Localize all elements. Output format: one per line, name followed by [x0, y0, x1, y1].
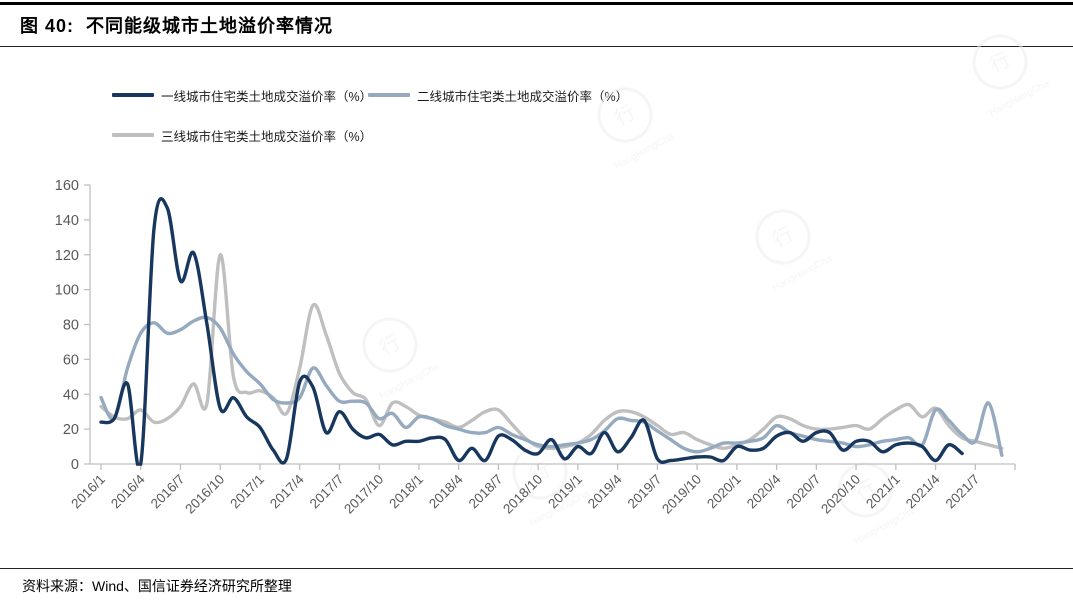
svg-text:20: 20: [63, 422, 79, 438]
svg-text:40: 40: [63, 387, 79, 403]
svg-text:HangHangCha: HangHangCha: [771, 253, 835, 294]
svg-text:行: 行: [611, 101, 639, 131]
legend-item-tier2: 二线城市住宅类土地成交溢价率（%）: [368, 88, 629, 104]
figure-title: 图 40: 不同能级城市土地溢价率情况: [20, 16, 334, 36]
svg-text:行: 行: [376, 331, 404, 361]
legend-swatch-tier1: [112, 93, 154, 97]
svg-text:行: 行: [986, 48, 1014, 78]
svg-text:100: 100: [55, 283, 79, 299]
source-note: 资料来源：Wind、国信证券经济研究所整理: [22, 578, 292, 594]
svg-text:2017/10: 2017/10: [341, 472, 386, 517]
legend-label-tier1: 一线城市住宅类土地成交溢价率（%）: [161, 89, 373, 104]
svg-text:2018/4: 2018/4: [426, 471, 466, 511]
svg-text:2017/4: 2017/4: [267, 471, 307, 511]
svg-text:HangHangCha: HangHangCha: [378, 361, 442, 402]
svg-text:2016/10: 2016/10: [182, 472, 227, 517]
svg-text:2021/4: 2021/4: [903, 471, 943, 511]
svg-text:2016/4: 2016/4: [108, 471, 148, 511]
svg-text:2019/10: 2019/10: [659, 472, 704, 517]
top-divider: [0, 2, 1073, 5]
svg-text:2019/4: 2019/4: [585, 471, 625, 511]
title-divider: [0, 46, 1073, 47]
svg-text:2020/1: 2020/1: [704, 472, 744, 512]
svg-text:2016/1: 2016/1: [68, 472, 108, 512]
legend-label-tier3: 三线城市住宅类土地成交溢价率（%）: [161, 129, 373, 144]
svg-text:HangHangCha: HangHangCha: [613, 131, 677, 172]
svg-text:2018/1: 2018/1: [386, 472, 426, 512]
svg-text:2017/1: 2017/1: [227, 472, 267, 512]
bottom-divider: [0, 568, 1073, 569]
svg-text:0: 0: [71, 457, 79, 473]
legend-item-tier1: 一线城市住宅类土地成交溢价率（%）: [112, 88, 373, 104]
svg-text:160: 160: [55, 178, 79, 194]
svg-text:2020/4: 2020/4: [744, 471, 784, 511]
y-axis-labels: 0 20 40 60 80 100 120 140 160: [55, 178, 79, 473]
series-lines: [99, 197, 1004, 466]
svg-text:120: 120: [55, 248, 79, 264]
svg-text:2018/10: 2018/10: [500, 472, 545, 517]
svg-text:行: 行: [769, 223, 797, 253]
svg-text:60: 60: [63, 352, 79, 368]
svg-text:HangHangCha: HangHangCha: [988, 78, 1052, 119]
legend-swatch-tier2: [368, 93, 410, 97]
svg-text:80: 80: [63, 318, 79, 334]
svg-text:2021/7: 2021/7: [943, 472, 983, 512]
legend-label-tier2: 二线城市住宅类土地成交溢价率（%）: [417, 89, 629, 104]
svg-text:140: 140: [55, 213, 79, 229]
axes: [84, 184, 1016, 470]
svg-text:HangHangCha: HangHangCha: [853, 506, 917, 547]
legend-item-tier3: 三线城市住宅类土地成交溢价率（%）: [112, 128, 373, 144]
legend-swatch-tier3: [112, 133, 154, 137]
